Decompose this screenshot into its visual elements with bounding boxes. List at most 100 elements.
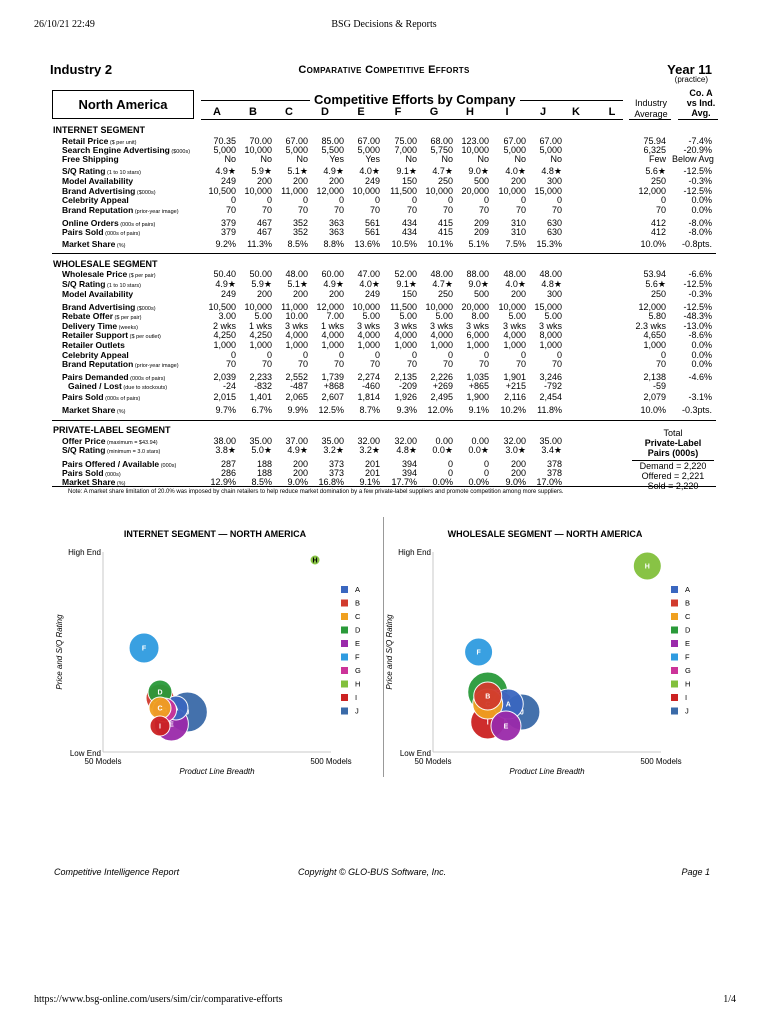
table-row: Retail Price ($ per unit) 70.35 70.00 67.00… (0, 136, 768, 147)
row-label: Retailer Support ($ per outlet) (62, 331, 161, 342)
cell-d: 363 (328, 227, 344, 237)
row-label: Online Orders (000s of pairs) (62, 219, 155, 230)
cell-j: -792 (543, 381, 562, 391)
row-label-text: Market Share (62, 405, 116, 415)
cell-c: 352 (292, 227, 308, 237)
row-label-unit: (%) (115, 481, 126, 487)
cell-a: 4,250 (213, 330, 236, 340)
cell-d: 12.5% (318, 405, 344, 415)
cell-g: 250 (437, 176, 453, 186)
cell-a: 9.2% (215, 239, 236, 249)
row-label-unit: ($ per pair) (113, 315, 142, 321)
cell-d: 85.00 (321, 136, 344, 146)
cell-e: 5,000 (357, 145, 380, 155)
pv-demand: Demand = 2,220 (639, 461, 707, 471)
cell-a: 38.00 (213, 436, 236, 446)
table-row: Free Shipping No No No Yes Yes No No No No No Few Be… (0, 155, 768, 164)
cell-industry-average: Few (648, 154, 666, 164)
y-axis-label: Price and S/Q Rating (55, 614, 64, 690)
cell-c: 48.00 (285, 269, 308, 279)
cell-e: Yes (365, 154, 380, 164)
cell-e: 70 (369, 205, 380, 215)
cell-f: 394 (401, 468, 417, 478)
cell-f: 0 (411, 350, 417, 360)
cell-e: 67.00 (357, 136, 380, 146)
cell-d: 70 (333, 205, 344, 215)
bubble-circle (473, 681, 503, 711)
cell-i: 10,000 (498, 302, 526, 312)
cell-industry-average: 250 (650, 176, 666, 186)
table-row: Offer Price (maximum = $43.94) 38.00 35.00… (0, 436, 768, 447)
cell-d: 4.9★ (323, 166, 344, 176)
bubble-circle (490, 710, 522, 742)
row-label: Wholesale Price ($ per pair) (62, 270, 156, 281)
row-label: Pairs Sold (000s of pairs) (62, 228, 140, 239)
cell-i: 4.0★ (505, 166, 526, 176)
cell-f: 9.1★ (396, 279, 417, 289)
cell-j: 2,454 (539, 392, 562, 402)
bubble-label: I (159, 724, 161, 731)
cell-g: 10.1% (427, 239, 453, 249)
cell-g: 4.7★ (432, 279, 453, 289)
company-header-a: A (213, 106, 221, 118)
cell-i: 5.00 (508, 311, 526, 321)
legend-label-c: C (355, 612, 361, 621)
cell-i: 5,000 (503, 145, 526, 155)
legend-swatch-g (341, 667, 348, 674)
cell-e: 1,000 (357, 340, 380, 350)
cell-b: 5.9★ (251, 166, 272, 176)
cell-f: 1,926 (394, 392, 417, 402)
cell-c: 5.1★ (287, 279, 308, 289)
legend-label-g: G (685, 666, 691, 675)
cell-c: 70 (297, 359, 308, 369)
cell-industry-average: 2,079 (643, 392, 666, 402)
cell-f: 10.5% (391, 239, 417, 249)
cell-b: 11.3% (247, 239, 272, 249)
cell-h: 0 (483, 459, 489, 469)
ca-line3: Avg. (691, 108, 711, 118)
cell-h: 10,000 (461, 145, 489, 155)
cell-a: 4.9★ (215, 166, 236, 176)
cell-e: 561 (364, 218, 380, 228)
cell-c: 67.00 (285, 136, 308, 146)
cell-i: 10,000 (498, 186, 526, 196)
cell-h: 20,000 (461, 302, 489, 312)
table-row: Retailer Support ($ per outlet) 4,250 4,25… (0, 330, 768, 342)
cell-d: 60.00 (321, 269, 344, 279)
cell-industry-average: 12,000 (638, 302, 666, 312)
cell-e: 0 (374, 195, 380, 205)
cell-h: 0 (483, 350, 489, 360)
cell-i: 32.00 (503, 436, 526, 446)
cell-b: 70 (261, 205, 272, 215)
cell-j: 48.00 (539, 269, 562, 279)
cell-f: 2,135 (394, 372, 417, 382)
cell-h: 209 (473, 218, 489, 228)
table-row: Rebate Offer ($ per pair) 3.00 5.00 10.00 7.… (0, 311, 768, 322)
cell-i: 1,000 (503, 340, 526, 350)
cell-e: 9.1% (359, 477, 380, 487)
cell-a: 249 (220, 176, 236, 186)
y-tick-label-low: Low End (70, 749, 101, 758)
cell-j: 5.00 (544, 311, 562, 321)
cell-i: 48.00 (503, 269, 526, 279)
cell-c: 3 wks (284, 321, 308, 331)
cell-g: 10,000 (425, 302, 453, 312)
cell-b: 5.00 (254, 311, 272, 321)
bubble-label: I (487, 720, 489, 727)
cell-co-a-vs-avg: -12.5% (683, 302, 712, 312)
industry-average-header: Industry Average (626, 98, 676, 120)
cell-j: 4.8★ (541, 279, 562, 289)
table-row: Brand Reputation (prior-year image) 70 70 7… (0, 205, 768, 216)
cell-a: 50.40 (213, 269, 236, 279)
cell-a: 379 (220, 227, 236, 237)
cell-j: 0 (556, 350, 562, 360)
cell-e: 47.00 (357, 269, 380, 279)
chart-divider (383, 517, 384, 777)
bubble-label: E (504, 724, 509, 731)
legend-label-j: J (685, 707, 689, 716)
cell-c: 5.1★ (287, 166, 308, 176)
cell-industry-average: 2,138 (643, 372, 666, 382)
cell-c: 8.5% (287, 239, 308, 249)
cell-co-a-vs-avg: -8.0% (688, 227, 712, 237)
cell-a: 10,500 (208, 186, 236, 196)
